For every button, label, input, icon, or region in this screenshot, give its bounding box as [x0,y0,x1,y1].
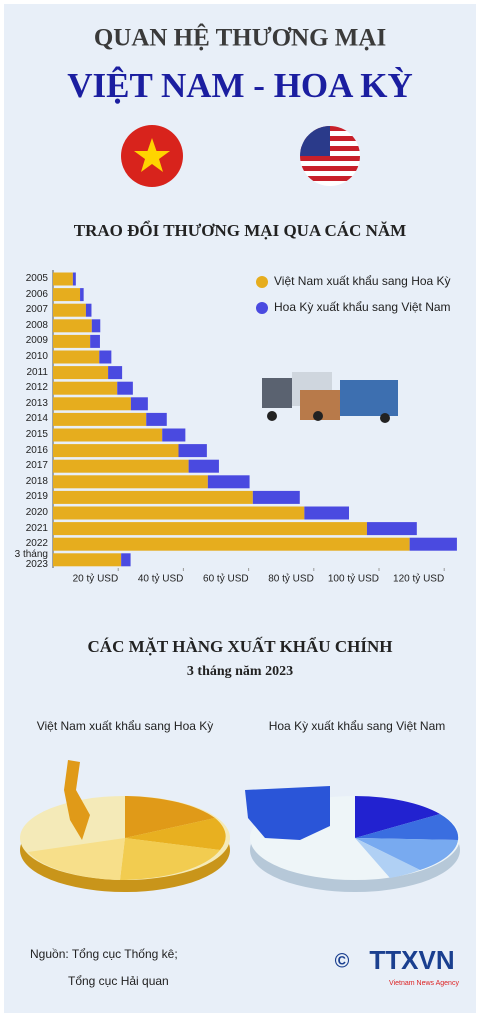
truck-illustration [262,372,398,423]
y-tick-label: 2009 [25,335,48,347]
y-tick-label: 3 tháng 2023 [14,548,48,570]
logo-subtitle: Vietnam News Agency [389,980,459,987]
section-title: CÁC MẶT HÀNG XUẤT KHẨU CHÍNH [88,637,393,656]
legend-swatch [256,302,268,314]
bar [53,428,163,442]
bar [304,506,350,520]
x-tick-label: 20 tỷ USD [73,573,119,585]
bar [53,444,179,458]
x-tick-label: 100 tỷ USD [328,573,379,585]
y-tick-label: 2005 [25,273,48,284]
bar [53,366,109,380]
pie-illustration-vn [20,760,230,892]
x-tick-label: 120 tỷ USD [393,573,444,585]
legend-swatch [256,276,268,288]
bar [91,319,101,333]
bar [53,475,208,489]
bar [53,334,91,348]
y-tick-label: 2010 [25,351,48,362]
y-tick-label: 2011 [26,366,48,378]
logo: TTXVN [369,945,454,975]
y-tick-label: 2008 [25,319,48,331]
y-tick-label: 2007 [25,304,48,316]
pie-label: Hoa Kỳ xuất khẩu sang Việt Nam [269,719,446,733]
y-tick-label: 2006 [25,288,48,300]
bar [53,537,410,551]
bar [90,334,100,348]
y-tick-label: 2015 [25,429,48,440]
bar [53,522,367,536]
bar [53,397,131,411]
bar [72,272,76,286]
bar [53,303,86,317]
x-tick-label: 60 tỷ USD [203,573,249,585]
title: QUAN HỆ THƯƠNG MẠI [94,24,386,52]
bar [108,366,123,380]
bar [53,319,92,333]
bar [121,553,131,567]
y-tick-label: 2012 [25,382,48,394]
y-tick-label: 2022 [25,538,48,550]
bar [53,412,147,426]
x-tick-label: 80 tỷ USD [268,573,314,585]
legend-label: Hoa Kỳ xuất khẩu sang Việt Nam [274,300,451,314]
source: Tổng cục Hải quan [68,974,169,988]
y-tick-label: 2018 [25,475,48,487]
y-tick-label: 2016 [25,444,48,456]
bar [162,428,186,442]
y-tick-label: 2021 [25,522,48,534]
x-tick-label: 40 tỷ USD [138,573,184,585]
y-tick-label: 2014 [25,413,48,425]
bar [207,475,250,489]
source: Nguồn: Tổng cục Thống kê; [30,947,178,961]
pie-illustration-us [245,786,460,892]
bar [188,459,219,473]
bar [53,490,253,504]
bar [53,288,81,302]
pie-label: Việt Nam xuất khẩu sang Hoa Kỳ [37,719,214,733]
bar [178,444,207,458]
chart-title: TRAO ĐỔI THƯƠNG MẠI QUA CÁC NĂM [74,220,406,240]
subtitle: VIỆT NAM - HOA KỲ [67,65,413,105]
flag-vietnam [121,125,183,187]
bar [252,490,300,504]
bar [53,506,305,520]
bar [409,537,457,551]
bar [130,397,148,411]
bar [146,412,167,426]
bar [53,459,189,473]
y-tick-label: 2019 [25,491,48,503]
bar [53,553,122,567]
bar [53,381,118,395]
bar [117,381,133,395]
y-tick-label: 2017 [25,460,48,472]
bar [85,303,92,317]
legend-label: Việt Nam xuất khẩu sang Hoa Kỳ [274,274,451,288]
copyright: © [335,950,350,972]
y-tick-label: 2020 [25,507,48,518]
bar [53,272,73,286]
bar [366,522,417,536]
section-subtitle: 3 tháng năm 2023 [187,664,293,679]
y-tick-label: 2013 [25,397,48,409]
bar [80,288,84,302]
bar [99,350,112,364]
bar [53,350,100,364]
